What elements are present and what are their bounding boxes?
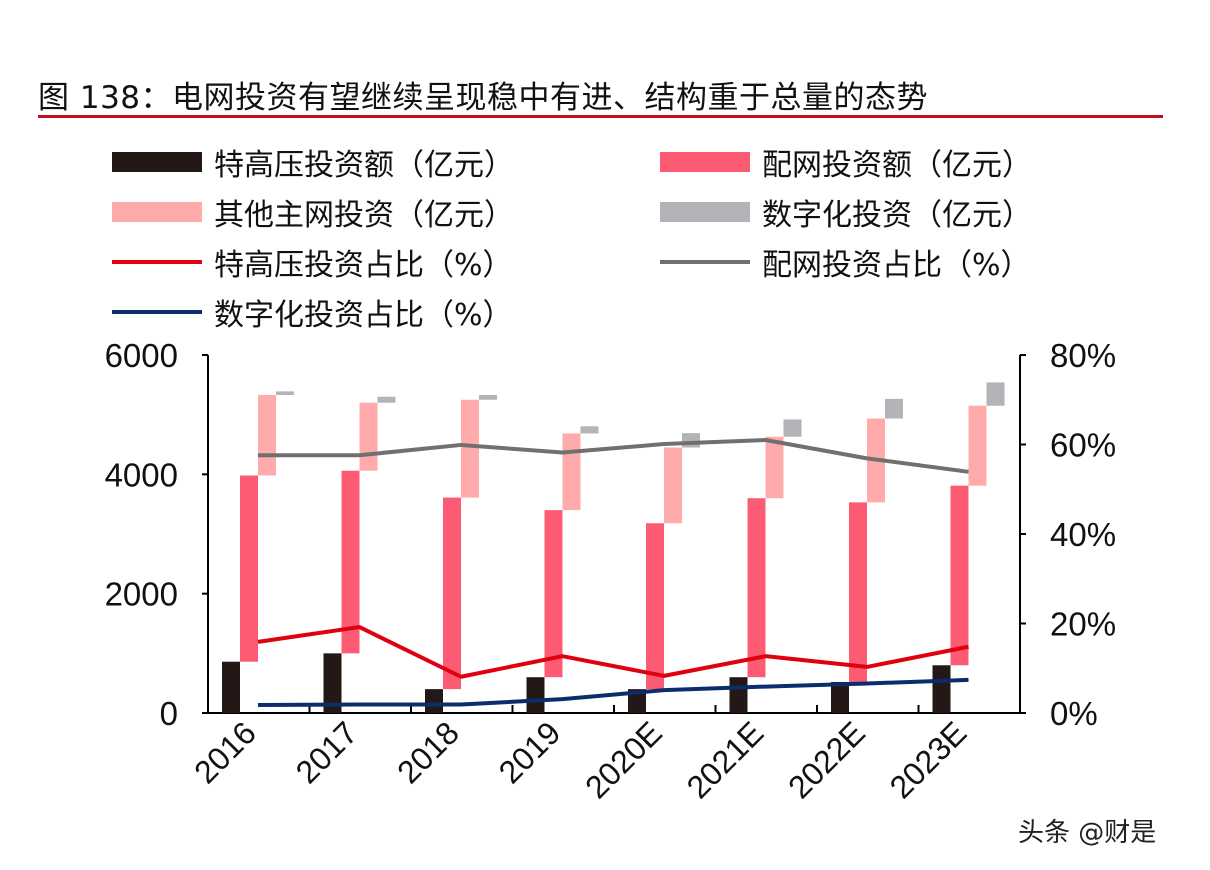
x-axis-tick-label: 2023E [883, 714, 974, 805]
legend-label: 数字化投资（亿元） [762, 198, 1032, 233]
bar-digital [783, 419, 802, 437]
legend-uhv-share: 特高压投资占比（%） [112, 240, 513, 284]
legend-swatch [660, 202, 750, 222]
bar-digital [580, 426, 599, 434]
bar-other-main-grid [765, 436, 784, 499]
legend-swatch [112, 310, 202, 314]
x-axis-tick-label: 2017 [289, 714, 365, 790]
x-axis-tick-label: 2020E [578, 714, 669, 805]
legend-swatch [660, 152, 750, 172]
bar-distribution [443, 497, 461, 690]
legend-swatch [660, 260, 750, 264]
bar-distribution [950, 485, 969, 666]
bar-uhv [425, 689, 443, 713]
legend-label: 配网投资额（亿元） [762, 148, 1032, 183]
bar-distribution [544, 510, 563, 678]
left-axis-tick-label: 6000 [105, 337, 178, 374]
bar-digital [885, 398, 903, 419]
legend-digital-share: 数字化投资占比（%） [112, 290, 513, 334]
x-axis-tick-label: 2016 [187, 714, 263, 790]
legend-label: 特高压投资额（亿元） [214, 148, 514, 183]
legend-distribution-amount: 配网投资额（亿元） [660, 140, 1032, 184]
legend-swatch [112, 202, 202, 222]
watermark: 头条 @财是 [1018, 818, 1157, 848]
right-axis-tick-label: 0% [1050, 695, 1098, 732]
line-distribution-share [258, 438, 969, 474]
left-axis-tick-label: 2000 [105, 576, 178, 613]
legend-label: 其他主网投资（亿元） [214, 198, 514, 233]
left-axis-tick-label: 0 [160, 695, 178, 732]
bar-distribution [341, 470, 360, 654]
line-uhv-share [257, 625, 969, 679]
line-digital-share [257, 677, 969, 707]
bar-uhv [729, 677, 748, 713]
right-axis-tick-label: 60% [1050, 427, 1116, 464]
bar-uhv [323, 653, 342, 713]
bar-distribution [849, 502, 867, 682]
bar-digital [377, 396, 396, 403]
legend-distribution-share: 配网投资占比（%） [660, 240, 1031, 284]
bar-other-main-grid [461, 399, 479, 498]
legend-label: 数字化投资占比（%） [214, 298, 513, 333]
bar-distribution [747, 498, 766, 678]
x-axis-tick-label: 2019 [492, 714, 568, 790]
legend-label: 特高压投资占比（%） [214, 248, 513, 283]
bar-uhv [628, 689, 646, 713]
title-divider [38, 115, 1163, 118]
left-axis-tick-label: 4000 [105, 456, 178, 493]
right-axis-tick-label: 40% [1050, 516, 1116, 553]
legend-swatch [112, 152, 202, 172]
bar-uhv [932, 665, 951, 713]
bar-uhv [831, 681, 849, 713]
bar-uhv [526, 677, 545, 713]
bar-uhv [222, 661, 240, 713]
bar-digital [276, 391, 294, 395]
legend-digital-amount: 数字化投资（亿元） [660, 190, 1032, 234]
x-axis-tick-label: 2021E [680, 714, 771, 805]
right-axis-tick-label: 20% [1050, 606, 1116, 643]
legend-uhv-amount: 特高压投资额（亿元） [112, 140, 514, 184]
bar-distribution [240, 475, 258, 662]
legend-label: 配网投资占比（%） [762, 248, 1031, 283]
bar-other-main-grid [258, 394, 276, 476]
right-axis-tick-label: 80% [1050, 337, 1116, 374]
bar-digital [479, 394, 497, 400]
legend-other-main-grid: 其他主网投资（亿元） [112, 190, 514, 234]
x-axis-tick-label: 2022E [781, 714, 872, 805]
bar-other-main-grid [664, 447, 682, 524]
bar-digital [986, 382, 1005, 406]
bar-digital [682, 433, 700, 448]
legend-swatch [112, 260, 202, 264]
chart-title: 图 138：电网投资有望继续呈现稳中有进、结构重于总量的态势 [38, 80, 929, 116]
bar-other-main-grid [359, 402, 378, 471]
x-axis-tick-label: 2018 [390, 714, 466, 790]
bar-distribution [646, 523, 664, 690]
bar-other-main-grid [968, 405, 987, 486]
bar-other-main-grid [562, 433, 581, 511]
